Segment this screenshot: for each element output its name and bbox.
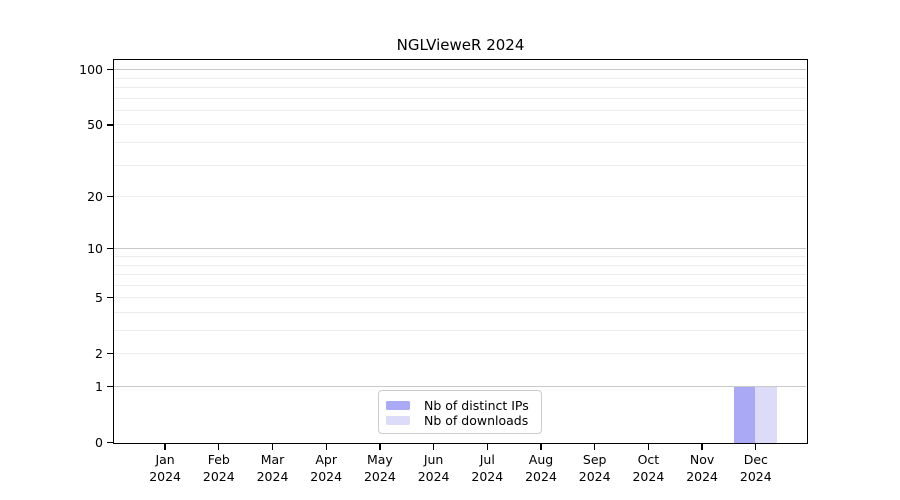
y-tick-label: 1 xyxy=(95,378,103,394)
y-tick-mark xyxy=(107,248,113,250)
legend-label-downloads: Nb of downloads xyxy=(424,413,529,428)
gridline-major xyxy=(114,248,806,250)
x-tick-mark xyxy=(486,444,488,450)
x-tick-label: Nov 2024 xyxy=(670,451,734,485)
gridline-minor xyxy=(114,284,806,286)
gridline-minor xyxy=(114,256,806,257)
bar-distinct-ips xyxy=(733,387,756,443)
x-tick-year: 2024 xyxy=(417,469,450,484)
x-tick-label: Aug 2024 xyxy=(509,451,573,485)
y-tick-label: 2 xyxy=(95,345,103,361)
x-tick-year: 2024 xyxy=(149,469,181,484)
x-tick-mark xyxy=(325,444,327,450)
x-tick-year: 2024 xyxy=(739,469,772,484)
y-tick-label: 20 xyxy=(87,188,103,204)
y-tick-mark xyxy=(107,297,113,299)
x-tick-mark xyxy=(379,444,381,450)
y-tick-mark xyxy=(107,385,113,388)
legend-item-distinct-ips: Nb of distinct IPs xyxy=(386,398,533,413)
y-tick-label: 10 xyxy=(87,240,103,256)
bar-downloads xyxy=(755,387,777,443)
x-tick-year: 2024 xyxy=(686,469,718,484)
gridline-minor xyxy=(114,311,806,313)
y-tick-mark xyxy=(107,353,113,355)
x-tick-month: Sep xyxy=(582,452,607,467)
x-tick-label: May 2024 xyxy=(348,451,412,485)
x-tick-label: Dec 2024 xyxy=(724,451,788,485)
x-tick-month: Jun xyxy=(423,452,444,467)
legend-swatch-downloads xyxy=(386,415,410,426)
plot-area xyxy=(113,59,808,444)
x-tick-year: 2024 xyxy=(632,469,665,484)
y-tick-label: 5 xyxy=(95,289,103,305)
legend-label-distinct-ips: Nb of distinct IPs xyxy=(424,398,529,413)
chart-title: NGLVieweR 2024 xyxy=(396,36,525,54)
gridline-minor xyxy=(114,264,806,266)
x-tick-label: Oct 2024 xyxy=(616,451,680,485)
x-tick-label: Mar 2024 xyxy=(241,451,305,485)
x-tick-mark xyxy=(755,444,757,450)
x-tick-mark xyxy=(647,444,650,450)
x-tick-year: 2024 xyxy=(256,469,289,484)
y-tick-label: 50 xyxy=(87,116,103,132)
x-tick-month: May xyxy=(366,452,393,467)
gridline-major xyxy=(114,69,806,71)
x-tick-month: Aug xyxy=(528,452,554,467)
gridline-minor xyxy=(114,297,806,299)
gridline-minor xyxy=(114,196,806,198)
x-tick-mark xyxy=(164,444,166,450)
gridline-minor xyxy=(114,97,806,99)
x-tick-month: Nov xyxy=(689,452,715,467)
x-tick-year: 2024 xyxy=(363,469,396,484)
x-tick-year: 2024 xyxy=(525,469,557,484)
x-tick-month: Feb xyxy=(207,452,230,467)
x-tick-month: Apr xyxy=(315,452,337,467)
x-tick-year: 2024 xyxy=(578,469,611,484)
legend-item-downloads: Nb of downloads xyxy=(386,413,533,428)
y-tick-mark xyxy=(107,441,113,444)
gridline-minor xyxy=(114,124,806,126)
x-tick-label: Jan 2024 xyxy=(133,451,197,485)
x-tick-year: 2024 xyxy=(310,469,343,484)
gridline-minor xyxy=(114,77,806,79)
gridline-minor xyxy=(114,353,806,355)
x-tick-label: Sep 2024 xyxy=(563,451,627,485)
y-tick-label: 100 xyxy=(79,61,103,77)
x-tick-mark xyxy=(218,444,220,450)
legend-swatch-distinct-ips xyxy=(386,400,410,411)
y-tick-label: 0 xyxy=(95,434,103,450)
y-tick-mark xyxy=(107,195,113,198)
x-tick-label: Jul 2024 xyxy=(455,451,519,485)
legend: Nb of distinct IPs Nb of downloads xyxy=(378,390,542,434)
gridline-minor xyxy=(114,87,806,89)
x-tick-mark xyxy=(271,444,274,450)
gridline-major xyxy=(114,386,806,387)
x-tick-year: 2024 xyxy=(471,469,504,484)
y-tick-mark xyxy=(107,68,113,71)
gridline-minor xyxy=(114,164,806,166)
x-tick-mark xyxy=(594,444,596,450)
x-tick-month: Jan xyxy=(155,452,175,467)
x-tick-label: Feb 2024 xyxy=(187,451,251,485)
x-tick-mark xyxy=(701,444,703,450)
x-tick-label: Jun 2024 xyxy=(402,451,466,485)
gridline-minor xyxy=(114,330,806,332)
x-tick-month: Jul xyxy=(479,452,495,467)
x-tick-label: Apr 2024 xyxy=(294,451,358,485)
x-tick-mark xyxy=(540,444,542,450)
y-tick-mark xyxy=(107,124,113,126)
x-tick-year: 2024 xyxy=(202,469,235,484)
gridline-minor xyxy=(114,109,806,111)
x-tick-mark xyxy=(432,444,435,450)
gridline-minor xyxy=(114,274,806,276)
x-tick-month: Mar xyxy=(260,452,285,467)
x-tick-month: Oct xyxy=(637,452,660,467)
gridline-minor xyxy=(114,142,806,144)
x-tick-month: Dec xyxy=(743,452,768,467)
